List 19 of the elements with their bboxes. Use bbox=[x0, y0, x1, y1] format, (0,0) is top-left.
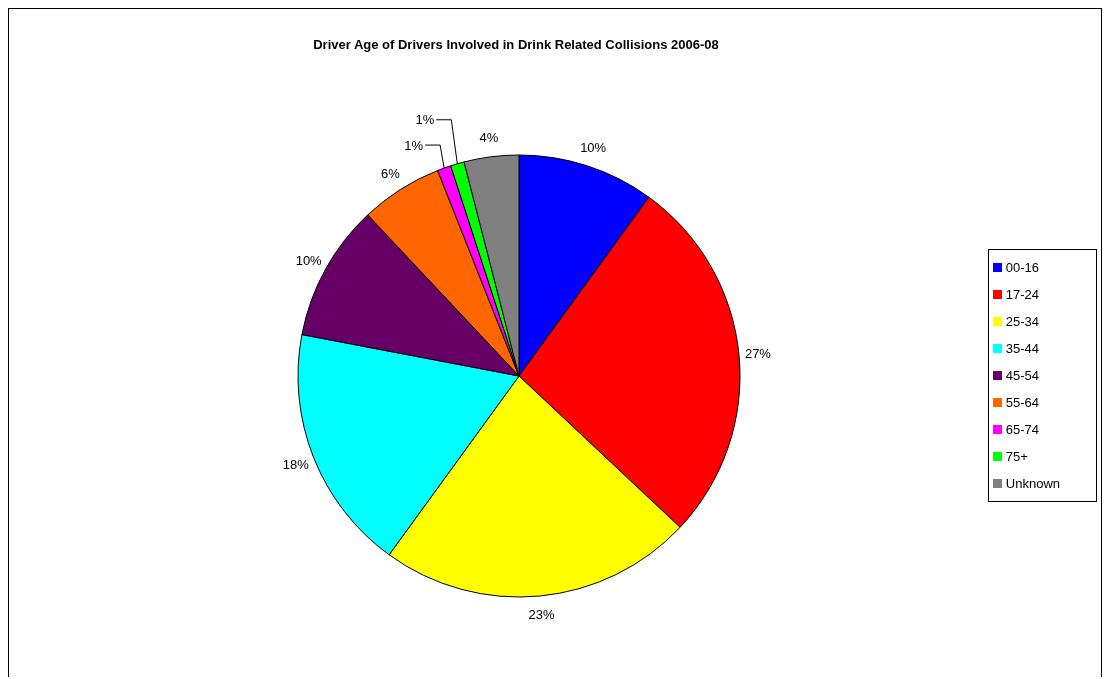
chart-title: Driver Age of Drivers Involved in Drink Related Collisions 2006-08 bbox=[312, 37, 720, 53]
data-label: 1% bbox=[404, 137, 424, 153]
legend-label: 65-74 bbox=[1005, 422, 1040, 437]
data-label: 1% bbox=[415, 112, 435, 128]
data-label: 18% bbox=[282, 456, 310, 472]
data-label: 10% bbox=[580, 140, 607, 156]
legend-label: 17-24 bbox=[1005, 287, 1040, 302]
legend-label: 55-64 bbox=[1005, 395, 1040, 410]
data-label: 4% bbox=[479, 130, 499, 146]
legend-label: Unknown bbox=[1005, 476, 1060, 491]
legend-label: 35-44 bbox=[1005, 341, 1040, 356]
legend-label: 25-34 bbox=[1005, 314, 1040, 329]
data-label: 10% bbox=[295, 252, 323, 268]
legend-label: 75+ bbox=[1005, 449, 1028, 464]
legend-label: 45-54 bbox=[1005, 368, 1040, 383]
data-label: 23% bbox=[528, 607, 556, 623]
data-label: 27% bbox=[744, 345, 772, 361]
data-label: 6% bbox=[381, 165, 401, 181]
legend-label: 00-16 bbox=[1005, 260, 1040, 275]
